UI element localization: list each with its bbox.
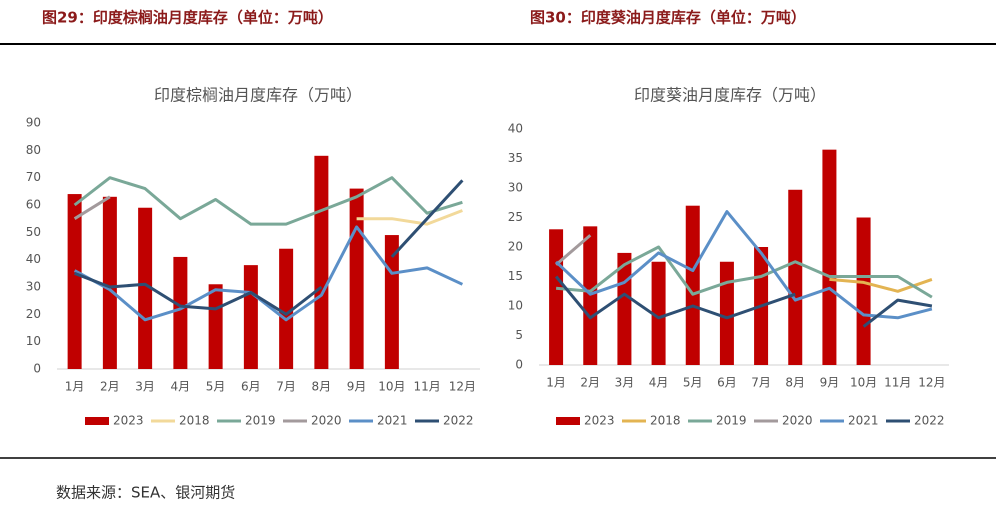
y-tick-label: 0 bbox=[515, 358, 523, 372]
x-tick-label: 2月 bbox=[100, 380, 120, 394]
y-tick-label: 15 bbox=[508, 269, 523, 283]
figure-title: 图29：印度棕榈油月度库存（单位：万吨） bbox=[42, 9, 333, 27]
legend-swatch bbox=[85, 417, 109, 425]
x-tick-label: 3月 bbox=[135, 380, 155, 394]
chart-title: 印度棕榈油月度库存（万吨） bbox=[154, 86, 362, 105]
legend-label: 2018 bbox=[650, 414, 681, 428]
y-tick-label: 25 bbox=[508, 210, 523, 224]
x-tick-label: 5月 bbox=[206, 380, 226, 394]
x-tick-label: 1月 bbox=[65, 380, 85, 394]
x-tick-label: 9月 bbox=[820, 376, 840, 390]
y-tick-label: 5 bbox=[515, 328, 523, 342]
y-tick-label: 30 bbox=[508, 181, 523, 195]
x-tick-label: 10月 bbox=[378, 380, 405, 394]
y-tick-label: 10 bbox=[26, 334, 41, 348]
x-tick-label: 9月 bbox=[347, 380, 367, 394]
x-tick-label: 2月 bbox=[580, 376, 600, 390]
legend-label: 2018 bbox=[179, 414, 210, 428]
y-tick-label: 35 bbox=[508, 151, 523, 165]
series-line bbox=[555, 234, 592, 266]
figure-title: 图30：印度葵油月度库存（单位：万吨） bbox=[530, 9, 806, 27]
y-tick-label: 90 bbox=[26, 116, 41, 130]
legend-label: 2019 bbox=[245, 414, 276, 428]
legend-label: 2019 bbox=[716, 414, 747, 428]
bar bbox=[67, 194, 82, 369]
series-line bbox=[554, 275, 933, 328]
x-tick-label: 1月 bbox=[546, 376, 566, 390]
y-tick-label: 20 bbox=[26, 307, 41, 321]
source: 数据来源：SEA、银河期货 bbox=[56, 484, 235, 502]
chart-title: 印度葵油月度库存（万吨） bbox=[634, 86, 826, 105]
series-line bbox=[555, 245, 933, 299]
x-tick-label: 5月 bbox=[683, 376, 703, 390]
y-tick-label: 40 bbox=[508, 122, 523, 136]
series-line bbox=[356, 209, 463, 226]
x-tick-label: 12月 bbox=[918, 376, 945, 390]
series-line bbox=[74, 179, 464, 316]
x-tick-label: 7月 bbox=[751, 376, 771, 390]
x-tick-label: 6月 bbox=[717, 376, 737, 390]
y-tick-label: 0 bbox=[33, 362, 41, 376]
x-tick-label: 6月 bbox=[241, 380, 261, 394]
bar bbox=[788, 189, 803, 365]
legend-label: 2020 bbox=[782, 414, 813, 428]
y-tick-label: 50 bbox=[26, 225, 41, 239]
bar bbox=[138, 207, 153, 369]
series-line bbox=[73, 225, 464, 322]
x-tick-label: 4月 bbox=[649, 376, 669, 390]
x-tick-label: 3月 bbox=[615, 376, 635, 390]
y-tick-label: 60 bbox=[26, 198, 41, 212]
legend-label: 2023 bbox=[113, 414, 144, 428]
x-tick-label: 7月 bbox=[276, 380, 296, 394]
bar bbox=[314, 155, 329, 369]
y-tick-label: 30 bbox=[26, 280, 41, 294]
bar bbox=[651, 261, 666, 365]
bar bbox=[822, 149, 837, 365]
x-tick-label: 11月 bbox=[413, 380, 440, 394]
x-tick-label: 8月 bbox=[312, 380, 332, 394]
legend-label: 2022 bbox=[443, 414, 474, 428]
legend-label: 2021 bbox=[848, 414, 879, 428]
y-tick-label: 70 bbox=[26, 170, 41, 184]
y-tick-label: 80 bbox=[26, 143, 41, 157]
y-tick-label: 20 bbox=[508, 240, 523, 254]
bar bbox=[685, 205, 700, 365]
bar bbox=[856, 217, 871, 365]
series-line bbox=[73, 195, 111, 220]
bar bbox=[243, 265, 258, 369]
x-tick-label: 11月 bbox=[884, 376, 911, 390]
x-tick-label: 4月 bbox=[171, 380, 191, 394]
series-line bbox=[555, 210, 933, 320]
legend-label: 2022 bbox=[914, 414, 945, 428]
bar bbox=[719, 261, 734, 365]
bar bbox=[173, 256, 188, 369]
y-tick-label: 40 bbox=[26, 252, 41, 266]
bar bbox=[208, 284, 223, 369]
x-tick-label: 12月 bbox=[449, 380, 476, 394]
legend-swatch bbox=[556, 417, 580, 425]
y-tick-label: 10 bbox=[508, 299, 523, 313]
x-tick-label: 10月 bbox=[850, 376, 877, 390]
bar bbox=[102, 196, 117, 369]
series-line bbox=[73, 176, 463, 226]
bar bbox=[549, 229, 564, 365]
bar bbox=[279, 248, 294, 369]
bar bbox=[349, 188, 364, 369]
legend-label: 2023 bbox=[584, 414, 615, 428]
legend-label: 2021 bbox=[377, 414, 408, 428]
legend-label: 2020 bbox=[311, 414, 342, 428]
x-tick-label: 8月 bbox=[785, 376, 805, 390]
